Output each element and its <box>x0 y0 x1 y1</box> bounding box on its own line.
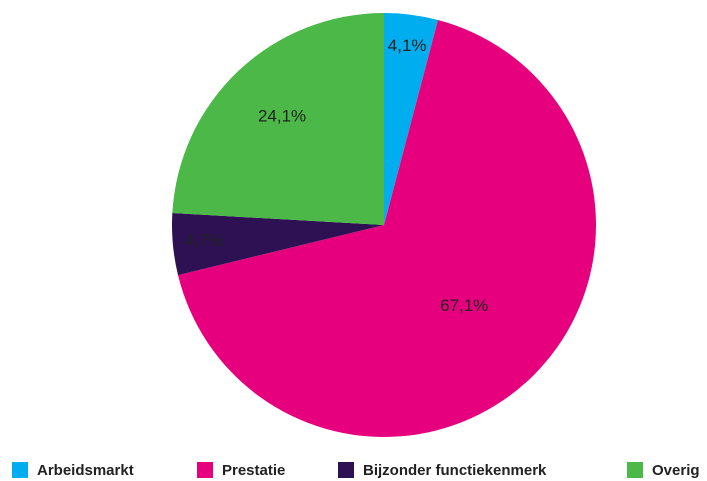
legend-swatch <box>12 462 28 478</box>
legend-swatch <box>627 462 643 478</box>
pie-slice <box>172 13 384 225</box>
pie-slice <box>171 213 384 276</box>
legend-swatch <box>197 462 213 478</box>
value-label: 67,1% <box>440 296 488 315</box>
pie-slice <box>384 13 439 225</box>
value-label: 4,7% <box>185 231 224 250</box>
legend-label: Arbeidsmarkt <box>37 462 134 479</box>
legend-swatch <box>338 462 354 478</box>
value-label: 4,1% <box>388 36 427 55</box>
legend-label: Bijzonder functiekenmerk <box>363 462 547 479</box>
legend-label: Overig <box>652 462 700 479</box>
value-label: 24,1% <box>258 107 306 126</box>
pie-slice <box>178 19 597 437</box>
legend-label: Prestatie <box>222 462 285 479</box>
